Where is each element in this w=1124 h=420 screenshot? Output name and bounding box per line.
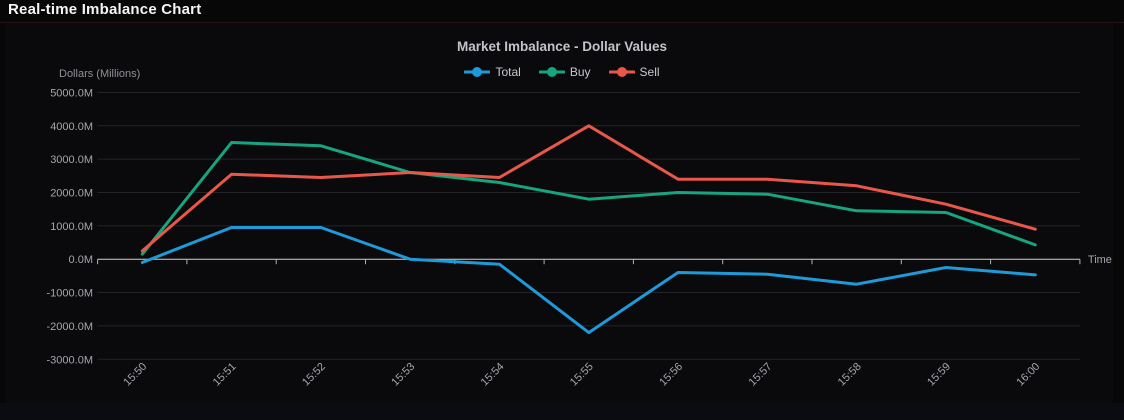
legend-label: Total <box>495 65 521 79</box>
page-header: Real-time Imbalance Chart <box>0 0 1124 22</box>
page-title: Real-time Imbalance Chart <box>8 1 202 18</box>
legend-marker-icon <box>608 67 635 77</box>
legend-marker-icon <box>464 67 491 77</box>
legend-label: Sell <box>639 65 660 79</box>
legend-marker-icon <box>538 67 565 77</box>
legend-item-sell[interactable]: Sell <box>608 65 660 79</box>
header-divider <box>0 22 1124 23</box>
legend-label: Buy <box>569 65 591 79</box>
legend-item-buy[interactable]: Buy <box>538 65 591 79</box>
chart-footer-strip <box>0 403 1124 420</box>
legend-item-total[interactable]: Total <box>464 65 521 79</box>
chart-legend: Total Buy Sell <box>0 64 1124 80</box>
chart-card <box>6 23 1113 403</box>
chart-title: Market Imbalance - Dollar Values <box>456 39 668 54</box>
